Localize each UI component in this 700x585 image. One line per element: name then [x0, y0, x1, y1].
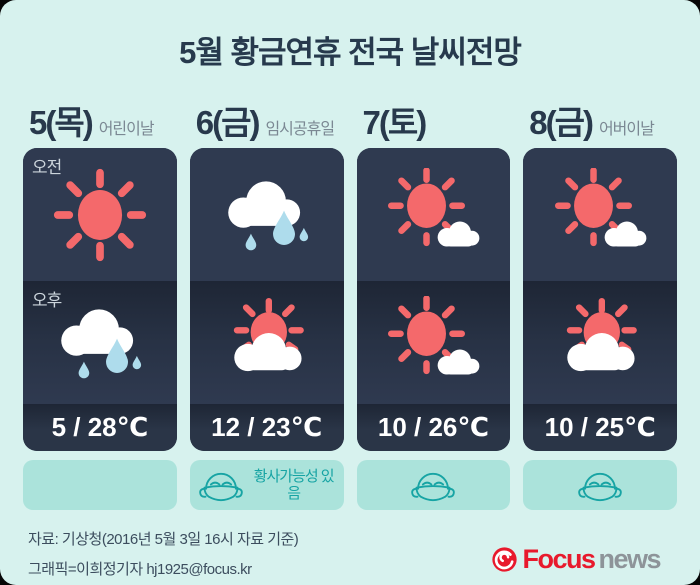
sun-behind-cloud-icon: [217, 297, 317, 389]
dust-mask-icon: [411, 472, 456, 502]
data-source-line: 자료: 기상청(2016년 5월 3일 16시 자료 기준): [28, 531, 299, 548]
logo-brand-text: Focus: [522, 544, 596, 574]
morning-cell: [189, 148, 344, 281]
holiday-label: 어린이날: [98, 121, 155, 138]
dust-mask-icon: [198, 472, 243, 502]
afternoon-cell: [189, 281, 344, 404]
temperature-bar: 5 / 28℃: [23, 404, 177, 451]
logo-suffix-text: news: [598, 544, 661, 574]
dust-note: 황사가능성 있음: [253, 467, 335, 502]
forecast-card-sun8: 10 / 25℃: [523, 148, 677, 451]
date-header-thu5: 5(목) 어린이날: [23, 96, 177, 148]
footer-credits: 자료: 기상청(2016년 5월 3일 16시 자료 기준) 그래픽=이희정기자…: [28, 528, 299, 585]
morning-cell: 오전: [23, 148, 177, 281]
date-label: 8(금): [529, 104, 594, 141]
temperature-value: 10 / 25℃: [544, 412, 656, 442]
date-label: 5(목): [29, 104, 94, 141]
dust-box-fri6: 황사가능성 있음: [189, 460, 344, 510]
date-label: 6(금): [195, 104, 261, 141]
temperature-value: 12 / 23℃: [211, 412, 323, 442]
date-header-fri6: 6(금) 임시공휴일: [190, 96, 344, 148]
page-title: 5월 황금연휴 전국 날씨전망: [179, 35, 522, 70]
sun-behind-cloud-icon: [550, 297, 650, 389]
temperature-value: 5 / 28℃: [51, 412, 149, 442]
dust-advisory-row: 황사가능성 있음: [0, 460, 700, 510]
focus-swirl-icon: [492, 547, 518, 572]
morning-cell: [523, 148, 677, 281]
temperature-bar: 10 / 26℃: [356, 404, 511, 451]
sunny-icon: [52, 167, 148, 263]
dust-mask-icon: [578, 472, 622, 502]
holiday-label: 임시공휴일: [265, 121, 335, 138]
sun-with-small-cloud-icon: [382, 168, 484, 262]
forecast-card-fri6: 12 / 23℃: [189, 148, 344, 451]
date-label: 7(토): [362, 104, 428, 141]
temperature-bar: 12 / 23℃: [189, 404, 344, 451]
sun-with-small-cloud-icon: [549, 168, 651, 262]
date-header-sat7: 7(토): [357, 96, 511, 148]
forecast-card-row: 오전 오후 5 / 28℃ 12 / 23℃: [0, 148, 700, 451]
morning-cell: [356, 148, 511, 281]
date-header-row: 5(목) 어린이날 6(금) 임시공휴일 7(토) 8(금) 어버이날: [0, 72, 700, 148]
afternoon-cell: [356, 281, 511, 404]
rain-cloud-icon: [215, 167, 319, 262]
afternoon-cell: [523, 281, 677, 404]
morning-label: 오전: [32, 158, 62, 177]
sun-with-small-cloud-icon: [382, 296, 484, 390]
afternoon-cell: 오후: [23, 281, 177, 404]
temperature-bar: 10 / 25℃: [523, 404, 677, 451]
dust-box-sun8: [523, 460, 677, 510]
rain-cloud-icon: [48, 295, 152, 390]
dust-box-thu5: [23, 460, 177, 510]
holiday-label: 어버이날: [598, 121, 655, 138]
date-header-sun8: 8(금) 어버이날: [523, 96, 677, 148]
dust-box-sat7: [356, 460, 511, 510]
afternoon-label: 오후: [32, 291, 62, 310]
focus-news-logo: Focus news: [491, 544, 661, 575]
temperature-value: 10 / 26℃: [377, 412, 489, 442]
forecast-card-sat7: 10 / 26℃: [356, 148, 511, 451]
graphic-credit-line: 그래픽=이희정기자 hj1925@focus.kr: [28, 561, 252, 578]
forecast-card-thu5: 오전 오후 5 / 28℃: [23, 148, 177, 451]
